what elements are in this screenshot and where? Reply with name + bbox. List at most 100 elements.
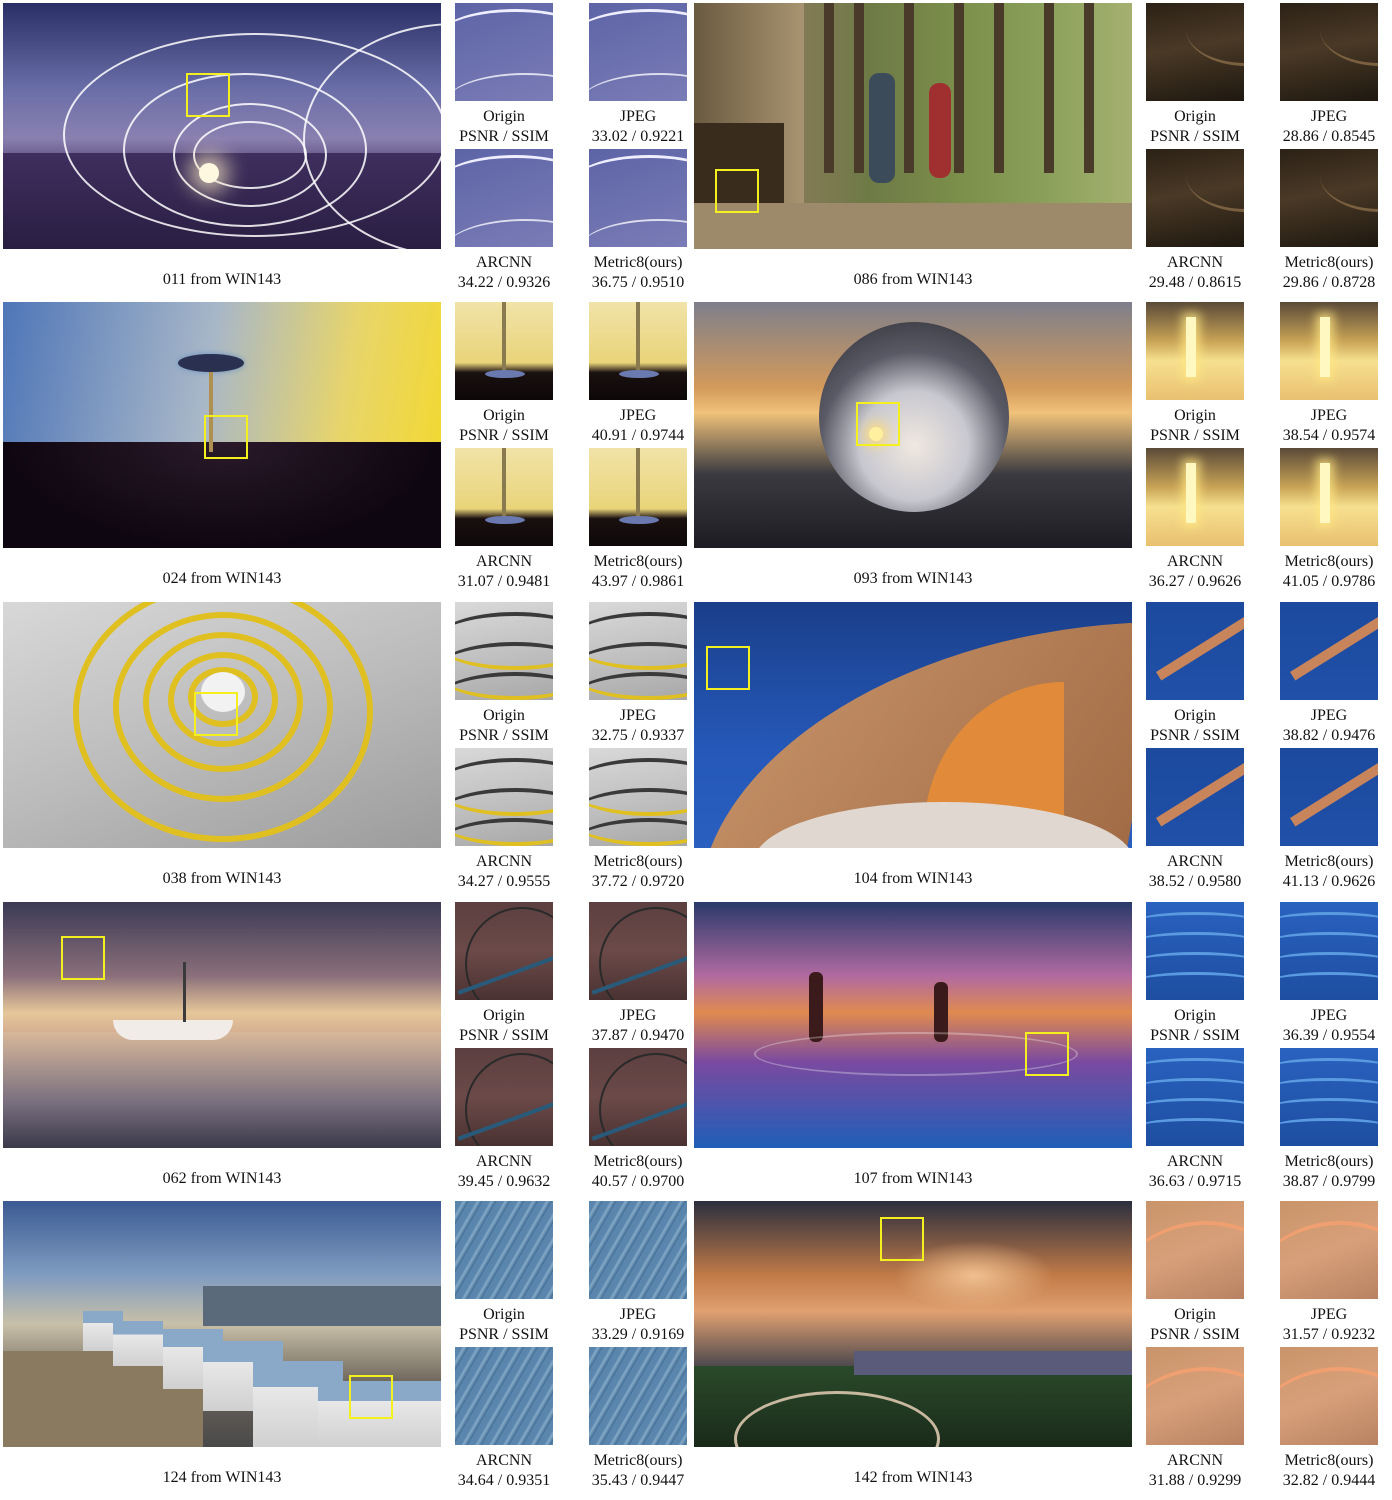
crop-label-arcnn: ARCNN 36.63 / 0.9715 <box>1136 1152 1254 1192</box>
drop-base <box>619 370 659 378</box>
crop-arcnn <box>1146 149 1244 247</box>
crop-origin <box>455 3 553 101</box>
crop-arcnn <box>1146 1347 1244 1445</box>
crop-image <box>589 1347 687 1445</box>
ripple-line <box>1280 952 1378 971</box>
light-glow <box>199 163 219 183</box>
crop-label-origin: Origin PSNR / SSIM <box>445 107 563 147</box>
metric-value: 37.72 / 0.9720 <box>591 873 685 890</box>
tree-trunk <box>1084 3 1094 173</box>
boat-hull <box>113 1020 233 1040</box>
ripple-line <box>1280 932 1378 951</box>
light-arc <box>589 73 687 101</box>
main-image-086 <box>694 3 1132 249</box>
metric-value: PSNR / SSIM <box>459 727 549 744</box>
rainbow-arc <box>1146 1367 1244 1445</box>
metric-value: 32.82 / 0.9444 <box>1282 1472 1376 1489</box>
light-arc <box>455 219 553 247</box>
stair-ring <box>188 667 258 727</box>
metric-value: 31.88 / 0.9299 <box>1148 1472 1242 1489</box>
water-drop-right <box>934 982 948 1042</box>
liquid-surface <box>3 442 441 548</box>
sofa <box>694 123 784 213</box>
crop-label-jpeg: JPEG 38.54 / 0.9574 <box>1270 406 1388 446</box>
figure-caption: 011 from WIN143 <box>162 271 282 288</box>
crop-label-arcnn: ARCNN 36.27 / 0.9626 <box>1136 552 1254 592</box>
crop-metric8 <box>1280 1347 1378 1445</box>
method-name: ARCNN <box>475 254 532 271</box>
crop-origin <box>455 1201 553 1299</box>
method-name: JPEG <box>1310 1007 1348 1024</box>
outrigger-curve <box>465 1053 553 1146</box>
figure-panel-086: 086 from WIN143 Origin PSNR / SSIM JPEG 28.8… <box>691 3 1381 301</box>
beach-hut <box>318 1381 441 1447</box>
metric-value: 34.64 / 0.9351 <box>457 1472 551 1489</box>
crop-label-origin: Origin PSNR / SSIM <box>445 1006 563 1046</box>
ripple-line <box>1280 1058 1378 1077</box>
method-name: JPEG <box>1310 707 1348 724</box>
method-name: JPEG <box>1310 108 1348 125</box>
crop-label-jpeg: JPEG 32.75 / 0.9337 <box>579 706 697 746</box>
crop-label-metric8: Metric8(ours) 35.43 / 0.9447 <box>579 1451 697 1491</box>
metric-value: 28.86 / 0.8545 <box>1282 128 1376 145</box>
stair-ring <box>168 652 278 747</box>
crop-metric8 <box>1280 149 1378 247</box>
crop-metric8 <box>589 748 687 846</box>
figure-caption: 093 from WIN143 <box>853 570 973 587</box>
method-name: Metric8(ours) <box>593 553 683 570</box>
stair-edge <box>455 672 553 700</box>
metric-value: 36.27 / 0.9626 <box>1148 573 1242 590</box>
ripple-line <box>1146 912 1244 931</box>
method-name: Metric8(ours) <box>1284 1452 1374 1469</box>
crop-arcnn <box>1146 748 1244 846</box>
sphere-sun <box>869 427 883 441</box>
ripple-line <box>1146 1058 1244 1077</box>
outrigger-curve <box>599 1053 687 1146</box>
metric-value: 37.87 / 0.9470 <box>591 1027 685 1044</box>
crop-label-metric8: Metric8(ours) 38.87 / 0.9799 <box>1270 1152 1388 1192</box>
method-name: ARCNN <box>475 853 532 870</box>
crop-jpeg <box>589 602 687 700</box>
crop-arcnn <box>1146 1048 1244 1146</box>
crop-label-origin: Origin PSNR / SSIM <box>445 406 563 446</box>
figure-caption: 124 from WIN143 <box>162 1469 282 1486</box>
ripple-line <box>1280 1098 1378 1117</box>
drop-base <box>619 516 659 524</box>
metric-value: 29.86 / 0.8728 <box>1282 274 1376 291</box>
metric-value: 32.75 / 0.9337 <box>591 727 685 744</box>
main-image-background <box>694 902 1132 1148</box>
stair-edge <box>589 672 687 700</box>
main-image-124 <box>3 1201 441 1447</box>
ripple-line <box>1146 1078 1244 1097</box>
light-ring <box>63 33 441 237</box>
sun-streak <box>1186 463 1196 523</box>
method-name: Origin <box>483 1306 525 1323</box>
crop-origin <box>455 602 553 700</box>
drop-stem <box>502 448 506 518</box>
crop-arcnn <box>455 149 553 247</box>
method-name: Metric8(ours) <box>1284 254 1374 271</box>
crop-metric8 <box>1280 448 1378 546</box>
figure-panel-104: 104 from WIN143 Origin PSNR / SSIM JPEG 38.8… <box>691 602 1381 900</box>
rainbow-arc <box>1280 1367 1378 1445</box>
hiker-2 <box>929 83 951 178</box>
sea <box>203 1286 441 1326</box>
crop-image <box>455 1201 553 1299</box>
main-image-104 <box>694 602 1132 848</box>
sun-streak <box>1320 463 1330 523</box>
figure-panel-011: 011 from WIN143 Origin PSNR / SSIM JPEG 33.0… <box>0 3 690 301</box>
method-name: JPEG <box>619 1306 657 1323</box>
light-arc <box>455 9 553 72</box>
drop-base <box>485 516 525 524</box>
crop-label-arcnn: ARCNN 34.64 / 0.9351 <box>445 1451 563 1491</box>
floor-carpet <box>694 203 1132 249</box>
outrigger-curve <box>599 907 687 1000</box>
crop-image <box>589 1201 687 1299</box>
crop-label-jpeg: JPEG 33.29 / 0.9169 <box>579 1305 697 1345</box>
crop-origin <box>455 302 553 400</box>
ripple-line <box>1146 1118 1244 1137</box>
water-reflection <box>3 1032 441 1148</box>
drop-stem <box>636 302 640 372</box>
sun-streak <box>1320 317 1330 377</box>
crop-label-metric8: Metric8(ours) 40.57 / 0.9700 <box>579 1152 697 1192</box>
